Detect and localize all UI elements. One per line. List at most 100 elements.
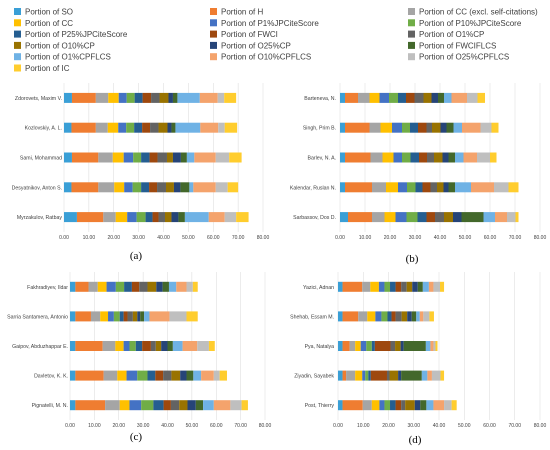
category-label: Zdorovets, Maxim V.	[15, 96, 62, 102]
bar-segment	[414, 400, 421, 411]
bar-segment	[433, 341, 436, 351]
legend-item: Portion of IC	[14, 64, 70, 73]
bar-segment	[340, 212, 348, 223]
category-label: Sarria Santamera, Antonio	[7, 314, 68, 320]
bar-segment	[426, 212, 435, 223]
bar-segment	[224, 122, 238, 133]
bar-segment	[451, 400, 457, 411]
bar-segment	[406, 212, 418, 223]
bar-segment	[193, 370, 202, 381]
legend-item: Portion of FWCIFLCS	[408, 41, 496, 50]
bar-segment	[184, 212, 209, 223]
bar-segment	[405, 400, 415, 411]
legend-item: Portion of CC (excl. self-citations)	[408, 8, 538, 17]
bar-segment	[155, 341, 162, 351]
bar-segment	[64, 92, 72, 103]
legend-label: Portion of CC	[25, 19, 73, 28]
bar-segment	[369, 122, 381, 133]
legend-label: Portion of CC (excl. self-citations)	[419, 8, 538, 17]
bar-segment	[70, 281, 76, 292]
x-tick-label: 50.00	[459, 235, 472, 241]
legend-swatch	[408, 41, 415, 49]
x-tick-label: 50.00	[182, 235, 195, 241]
bar-segment	[386, 370, 390, 381]
legend-item: Portion of O1%CP	[408, 30, 484, 39]
bar-segment	[419, 152, 427, 163]
bar-segment	[411, 311, 417, 322]
x-tick-label: 70.00	[509, 235, 522, 241]
bar-segment	[379, 92, 389, 103]
bar-segment	[381, 311, 388, 322]
legend-label: Portion of O25%CPFLCS	[419, 53, 509, 62]
bar-segment	[422, 182, 431, 193]
bar-segment	[126, 122, 135, 133]
bar-segment	[342, 370, 347, 381]
bar-segment	[427, 370, 432, 381]
bar-segment	[169, 311, 187, 322]
bar-segment	[108, 311, 114, 322]
legend-label: Portion of FWCIFLCS	[419, 41, 496, 50]
bar-segment	[180, 370, 187, 381]
bar-segment	[105, 400, 120, 411]
x-tick-label: 30.00	[132, 235, 145, 241]
bar-segment	[340, 122, 345, 133]
bar-segment	[151, 92, 160, 103]
bar-segment	[75, 400, 106, 411]
bar-segment	[401, 281, 407, 292]
bar-segment	[119, 400, 130, 411]
bar-segment	[123, 311, 128, 322]
bar-segment	[395, 281, 402, 292]
bar-segment	[178, 212, 185, 223]
bar-segment	[374, 341, 391, 351]
bar-segment	[218, 122, 225, 133]
legend: Portion of SO Portion of H Portion of CC (…	[14, 8, 538, 73]
bar-segment	[440, 122, 447, 133]
bar-segment	[145, 212, 153, 223]
bar-segment	[75, 281, 89, 292]
bar-segment	[395, 400, 402, 411]
bar-segment	[378, 281, 385, 292]
legend-label: Portion of IC	[25, 64, 70, 73]
bar-segment	[428, 281, 434, 292]
bar-segment	[182, 341, 198, 351]
bar-segment	[379, 400, 385, 411]
bar-segment	[440, 281, 445, 292]
x-tick-label: 30.00	[409, 235, 422, 241]
bar-segment	[135, 341, 143, 351]
legend-swatch	[14, 41, 21, 49]
x-tick-label: 50.00	[186, 423, 199, 429]
legend-swatch	[408, 8, 415, 15]
bar-segment	[155, 370, 164, 381]
bar-segment	[180, 182, 190, 193]
bar-segment	[426, 122, 432, 133]
bar-segment	[340, 152, 345, 163]
bar-segment	[123, 341, 130, 351]
bar-segment	[515, 212, 519, 223]
bar-segment	[358, 311, 368, 322]
bar-segment	[139, 281, 148, 292]
bar-segment	[433, 281, 441, 292]
bar-segment	[427, 152, 434, 163]
bar-segment	[338, 400, 343, 411]
bar-segment	[395, 341, 401, 351]
bar-segment	[150, 122, 159, 133]
bar-segment	[95, 122, 108, 133]
bar-segment	[426, 400, 434, 411]
bar-segment	[444, 212, 453, 223]
bar-segment	[195, 400, 204, 411]
bar-segment	[390, 341, 396, 351]
bar-segment	[132, 182, 142, 193]
bar-segment	[159, 92, 169, 103]
legend-item: Portion of P10%JPCiteScore	[408, 19, 522, 28]
bar-segment	[213, 400, 231, 411]
category-label: Myrzakulov, Ratbay	[17, 215, 63, 221]
x-tick-label: 80.00	[534, 423, 547, 429]
bar-segment	[187, 400, 196, 411]
bar-segment	[402, 122, 410, 133]
bar-segment	[365, 370, 369, 381]
x-tick-label: 70.00	[232, 235, 245, 241]
x-tick-label: 40.00	[434, 235, 447, 241]
bar-segment	[186, 370, 194, 381]
bar-segment	[398, 182, 407, 193]
legend-label: Portion of O25%CP	[221, 41, 291, 50]
